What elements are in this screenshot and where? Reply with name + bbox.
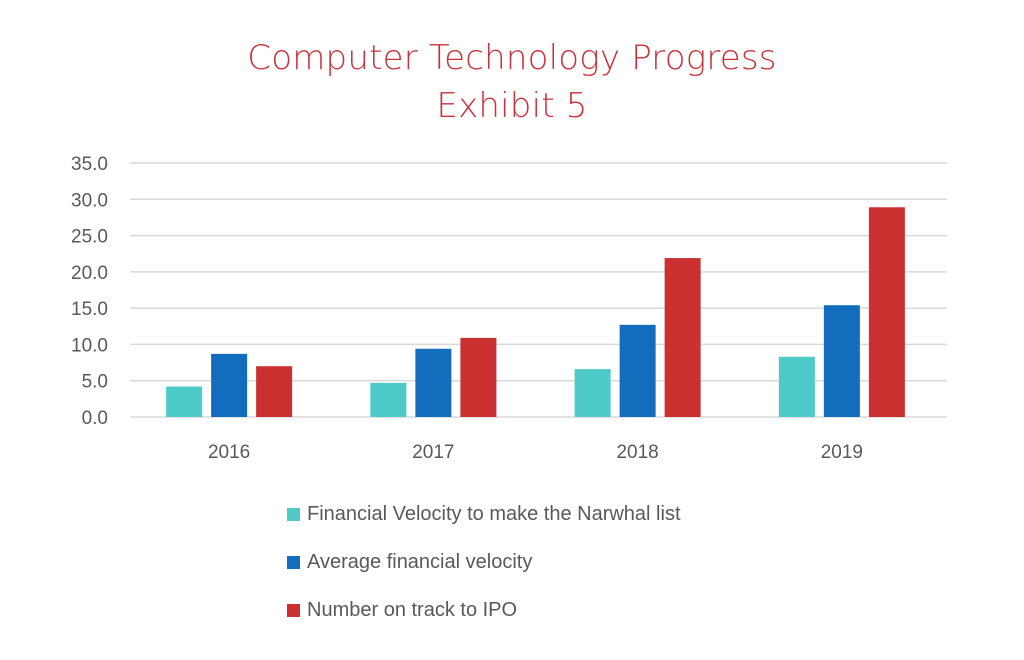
bar-2017-series-2: [460, 337, 497, 417]
bar-2016-series-1: [211, 353, 248, 417]
chart-title: Computer Technology Progress: [247, 38, 777, 78]
x-tick-label: 2017: [412, 442, 454, 463]
y-tick-label: 35.0: [71, 154, 108, 175]
legend-item: Number on track to IPO: [287, 586, 681, 634]
bar-2017-series-1: [415, 348, 452, 417]
gridlines: [130, 162, 947, 418]
x-tick-label: 2019: [821, 442, 863, 463]
y-tick-label: 25.0: [71, 227, 108, 248]
x-tick-label: 2016: [208, 442, 250, 463]
y-axis: 0.0 5.0 10.0 15.0 20.0 25.0 30.0 35.0: [71, 154, 108, 429]
bar-2016-series-0: [166, 386, 203, 417]
x-axis: 2016 2017 2018 2019: [208, 442, 863, 463]
bar-2018-series-0: [574, 369, 611, 417]
bars: [166, 207, 905, 417]
legend-swatch: [287, 555, 300, 569]
legend-swatch: [287, 507, 300, 521]
legend-label: Average financial velocity: [307, 550, 533, 573]
bar-2018-series-2: [664, 258, 701, 417]
y-tick-label: 5.0: [82, 372, 108, 393]
bar-2016-series-2: [256, 366, 293, 417]
bar-2019-series-2: [868, 207, 905, 417]
legend: Financial Velocity to make the Narwhal l…: [287, 490, 681, 634]
y-tick-label: 0.0: [82, 408, 108, 429]
bar-2019-series-0: [778, 356, 815, 417]
legend-swatch: [287, 603, 300, 617]
legend-item: Financial Velocity to make the Narwhal l…: [287, 490, 681, 538]
bar-2019-series-1: [823, 305, 860, 417]
bar-2017-series-0: [370, 382, 407, 417]
x-tick-label: 2018: [616, 442, 658, 463]
legend-label: Financial Velocity to make the Narwhal l…: [307, 502, 681, 525]
y-tick-label: 20.0: [71, 263, 108, 284]
y-tick-label: 10.0: [71, 335, 108, 356]
legend-label: Number on track to IPO: [307, 598, 518, 621]
y-tick-label: 30.0: [71, 190, 108, 211]
legend-item: Average financial velocity: [287, 538, 681, 586]
y-tick-label: 15.0: [71, 299, 108, 320]
chart-subtitle: Exhibit 5: [436, 86, 588, 126]
bar-2018-series-1: [619, 324, 656, 417]
